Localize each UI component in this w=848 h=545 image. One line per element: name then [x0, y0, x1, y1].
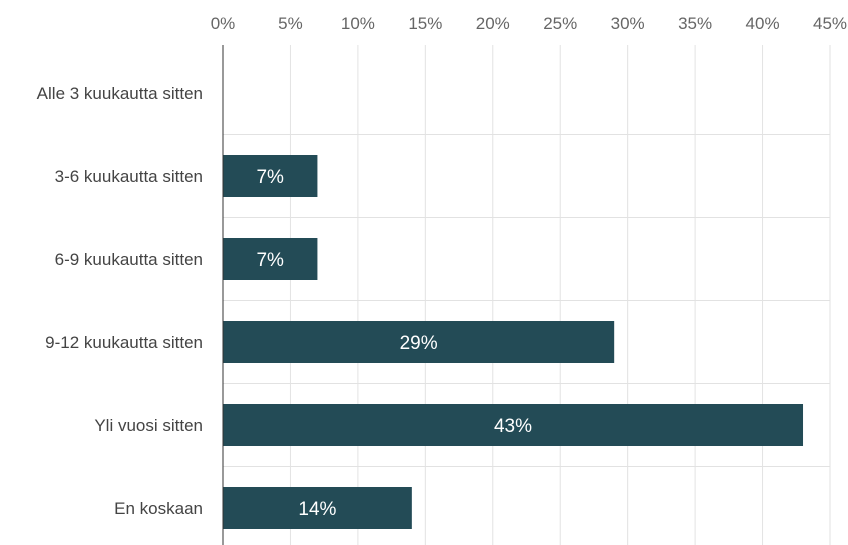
x-tick-label: 40%	[746, 14, 780, 33]
category-label: 6-9 kuukautta sitten	[55, 250, 203, 269]
bar-value-label: 7%	[256, 167, 284, 188]
bar-value-label: 29%	[400, 333, 438, 354]
category-label: 3-6 kuukautta sitten	[55, 167, 203, 186]
x-tick-label: 25%	[543, 14, 577, 33]
category-label: Yli vuosi sitten	[94, 416, 203, 435]
x-tick-label: 10%	[341, 14, 375, 33]
category-label: 9-12 kuukautta sitten	[45, 333, 203, 352]
x-tick-label: 0%	[211, 14, 236, 33]
x-axis-ticks: 0% 5% 10% 15% 20% 25% 30% 35% 40% 45%	[211, 14, 847, 33]
gridlines	[223, 45, 831, 545]
bar	[223, 238, 318, 280]
bars: 7% 7% 29% 43% 14%	[223, 155, 804, 529]
bar-value-label: 14%	[298, 499, 336, 520]
x-tick-label: 30%	[611, 14, 645, 33]
bar	[223, 321, 615, 363]
x-tick-label: 20%	[476, 14, 510, 33]
category-label: Alle 3 kuukautta sitten	[37, 84, 203, 103]
category-label: En koskaan	[114, 499, 203, 518]
bar	[223, 487, 412, 529]
bar-value-label: 7%	[256, 250, 284, 271]
category-labels: Alle 3 kuukautta sitten 3-6 kuukautta sit…	[37, 84, 203, 518]
bar	[223, 155, 318, 197]
x-tick-label: 5%	[278, 14, 303, 33]
bar-value-label: 43%	[494, 416, 532, 437]
x-tick-label: 35%	[678, 14, 712, 33]
x-tick-label: 15%	[408, 14, 442, 33]
bar	[223, 404, 804, 446]
x-tick-label: 45%	[813, 14, 847, 33]
